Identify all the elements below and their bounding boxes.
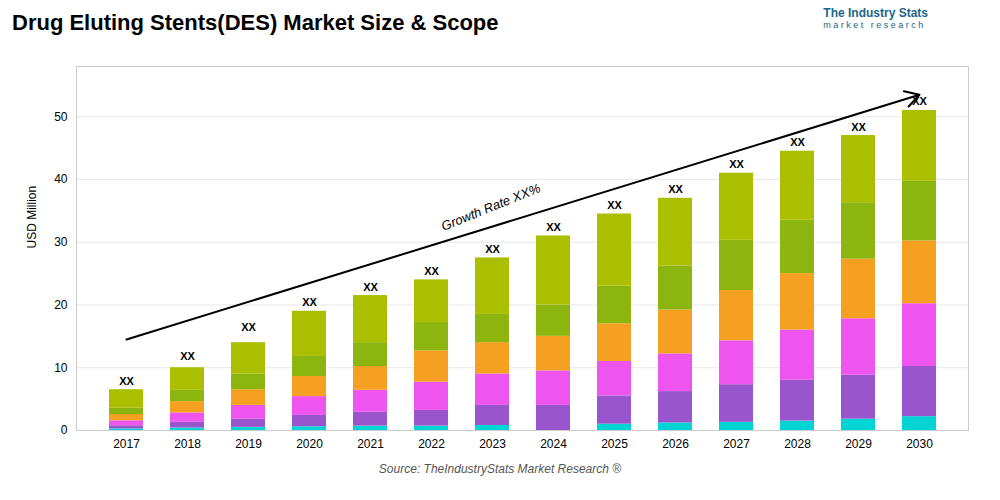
- svg-text:2018: 2018: [174, 437, 201, 451]
- html-text:Drug Eluting Stents(DES) Marke: Drug Eluting Stents(DES) Market Size & S…: [12, 10, 499, 35]
- svg-text:2022: 2022: [418, 437, 445, 451]
- svg-text:XX: XX: [729, 158, 744, 170]
- svg-text:XX: XX: [363, 281, 378, 293]
- svg-text:2029: 2029: [845, 437, 872, 451]
- svg-text:50: 50: [54, 110, 68, 124]
- svg-text:2021: 2021: [357, 437, 384, 451]
- svg-text:2026: 2026: [662, 437, 689, 451]
- html-text:The Industry Stats: The Industry Stats: [823, 6, 928, 20]
- svg-text:Growth Rate XX%: Growth Rate XX%: [439, 180, 542, 233]
- svg-text:XX: XX: [546, 221, 561, 233]
- svg-text:2030: 2030: [906, 437, 933, 451]
- svg-text:USD Million: USD Million: [25, 186, 39, 249]
- svg-text:40: 40: [54, 172, 68, 186]
- svg-text:XX: XX: [485, 243, 500, 255]
- svg-text:XX: XX: [851, 121, 866, 133]
- svg-text:20: 20: [54, 298, 68, 312]
- svg-text:2017: 2017: [113, 437, 140, 451]
- svg-text:2020: 2020: [296, 437, 323, 451]
- svg-text:XX: XX: [607, 199, 622, 211]
- svg-text:0: 0: [61, 423, 68, 437]
- svg-text:XX: XX: [119, 375, 134, 387]
- svg-text:2019: 2019: [235, 437, 262, 451]
- svg-text:XX: XX: [424, 265, 439, 277]
- svg-text:2024: 2024: [540, 437, 567, 451]
- svg-text:XX: XX: [180, 350, 195, 362]
- svg-text:10: 10: [54, 361, 68, 375]
- html-text:m a r k e t r e s e a r c h: m a r k e t r e s e a r c h: [823, 20, 924, 30]
- svg-text:2028: 2028: [784, 437, 811, 451]
- svg-text:XX: XX: [790, 136, 805, 148]
- svg-text:XX: XX: [912, 95, 927, 108]
- svg-text:2023: 2023: [479, 437, 506, 451]
- svg-text:2025: 2025: [601, 437, 628, 451]
- html-text:Source: TheIndustryStats Marke: Source: TheIndustryStats Market Research…: [378, 462, 622, 476]
- svg-text:2027: 2027: [723, 437, 750, 451]
- svg-text:XX: XX: [241, 321, 256, 333]
- svg-text:XX: XX: [668, 183, 683, 195]
- svg-text:30: 30: [54, 235, 68, 249]
- svg-text:XX: XX: [302, 296, 317, 308]
